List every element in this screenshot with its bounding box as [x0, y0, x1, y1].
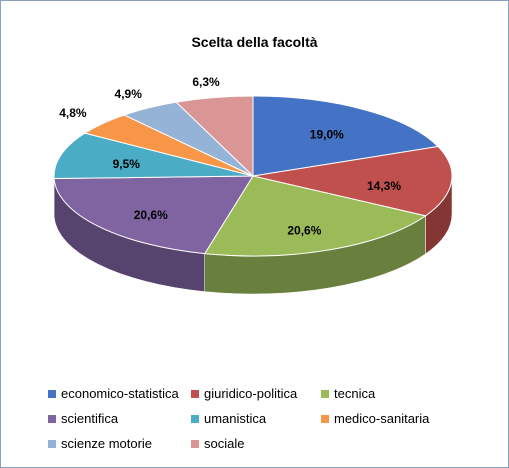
legend-label: scienze motorie — [61, 436, 153, 451]
chart-legend: economico-statistica giuridico-politica te… — [48, 385, 488, 452]
legend-item-sociale: sociale — [191, 435, 321, 452]
data-label-tecnica: 20,6% — [287, 224, 321, 238]
legend-swatch — [321, 414, 329, 423]
legend-swatch — [48, 439, 56, 448]
legend-label: giuridico-politica — [204, 386, 298, 401]
legend-item-umanistica: umanistica — [191, 410, 321, 427]
legend-swatch — [191, 414, 199, 423]
data-label-scientifica: 20,6% — [134, 208, 168, 222]
data-label-umanistica: 9,5% — [113, 157, 141, 171]
data-label-scienze motorie: 4,9% — [115, 87, 143, 101]
legend-item-tecnica: tecnica — [321, 385, 481, 402]
legend-label: scientifica — [61, 411, 119, 426]
pie-slice-economico-statistica — [252, 95, 440, 177]
legend-item-giuridico-politica: giuridico-politica — [191, 385, 321, 402]
legend-label: sociale — [204, 436, 245, 451]
pie-slice-umanistica — [53, 132, 254, 180]
legend-swatch — [321, 389, 329, 398]
legend-label: economico-statistica — [61, 386, 179, 401]
pie-slice-giuridico-politica — [252, 146, 453, 217]
pie-slice-scientifica — [53, 175, 254, 255]
legend-label: tecnica — [334, 386, 376, 401]
chart-title: Scelta della facoltà — [191, 34, 318, 50]
legend-swatch — [191, 439, 199, 448]
legend-item-economico-statistica: economico-statistica — [48, 385, 191, 402]
pie-top — [53, 95, 453, 257]
legend-item-scienze motorie: scienze motorie — [48, 435, 191, 452]
legend-label: umanistica — [204, 411, 267, 426]
pie-slice-tecnica — [203, 175, 427, 257]
data-label-medico-sanitaria: 4,8% — [59, 106, 87, 120]
pie-slice-sociale — [175, 95, 254, 178]
legend-item-scientifica: scientifica — [48, 410, 191, 427]
legend-swatch — [48, 414, 56, 423]
data-label-economico-statistica: 19,0% — [310, 127, 344, 141]
legend-label: medico-sanitaria — [334, 411, 430, 426]
data-label-sociale: 6,3% — [192, 75, 220, 89]
legend-swatch — [191, 389, 199, 398]
data-label-giuridico-politica: 14,3% — [367, 179, 401, 193]
legend-item-medico-sanitaria: medico-sanitaria — [321, 410, 481, 427]
legend-swatch — [48, 389, 56, 398]
